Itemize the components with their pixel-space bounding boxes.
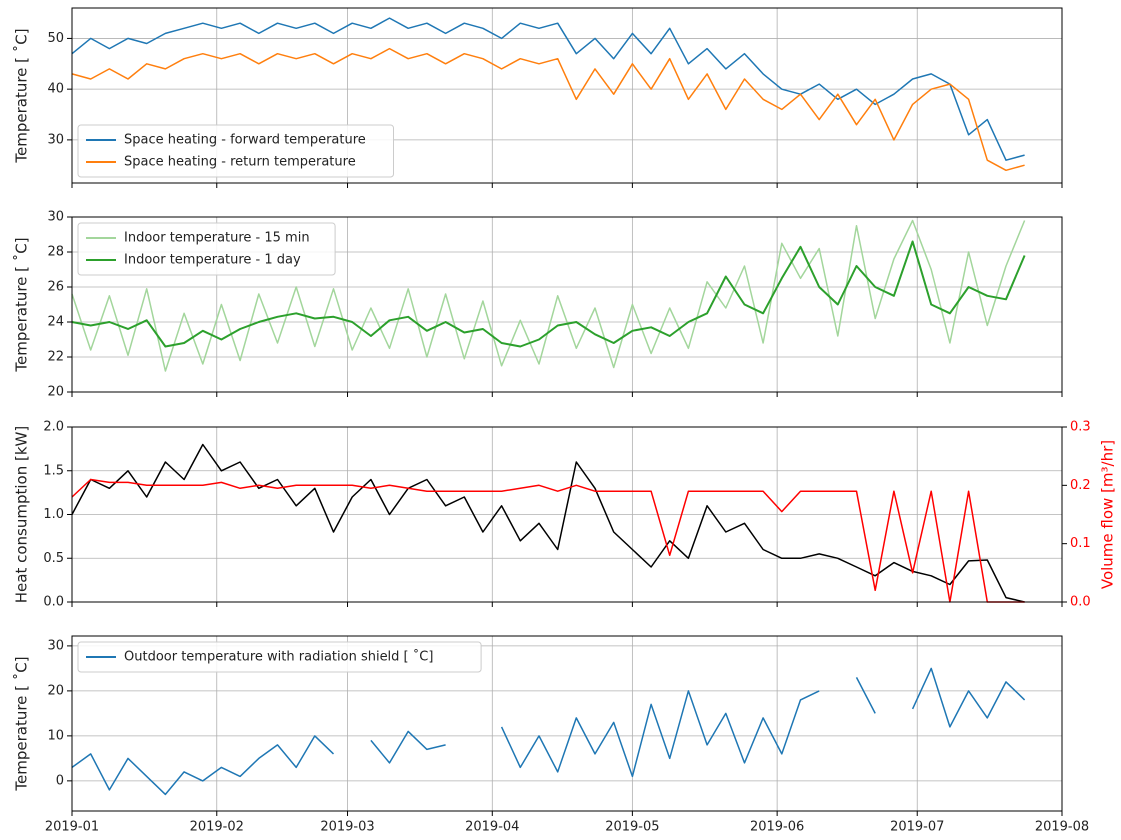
series-line <box>71 47 1025 172</box>
panel: 30 40 50 Temperature [ ˚C] Space heating - f… <box>13 7 1063 188</box>
legend-label: Space heating - return temperature <box>124 155 356 170</box>
y-tick-label: 20 <box>47 683 64 698</box>
x-tick-label: 2019-08 <box>1035 820 1089 835</box>
x-tick-label: 2019-02 <box>190 820 244 835</box>
legend-box <box>77 222 336 276</box>
y2-tick-label: 0.0 <box>1070 595 1091 610</box>
series-line <box>71 478 1025 603</box>
y2-tick-label: 0.1 <box>1070 536 1091 551</box>
y-axis-label: Temperature [ ˚C] <box>13 237 31 372</box>
y-axis-label: Temperature [ ˚C] <box>13 656 31 791</box>
panel: 0.0 0.5 1.0 1.5 2.0 0.0 0.1 0.2 0.3 Heat consumpt… <box>13 420 1117 610</box>
legend-label: Outdoor temperature with radiation shiel… <box>124 649 433 665</box>
legend-label: Indoor temperature - 15 min <box>124 231 310 246</box>
legend-label: Indoor temperature - 1 day <box>124 253 301 268</box>
plot-frame <box>71 7 1063 184</box>
x-tick-label: 2019-05 <box>605 820 659 835</box>
y-tick-label: 40 <box>47 82 64 97</box>
plot-frame <box>71 635 1063 812</box>
y-tick-label: 30 <box>47 132 64 147</box>
y2-axis-label: Volume flow [m³/hr] <box>1099 440 1117 589</box>
x-tick-label: 2019-04 <box>465 820 519 835</box>
y2-tick-label: 0.3 <box>1070 420 1091 435</box>
series-line <box>71 667 1026 796</box>
y-tick-label: 10 <box>47 728 64 743</box>
x-tick-label: 2019-03 <box>320 820 374 835</box>
y-tick-label: 30 <box>47 638 64 653</box>
panel: 20 22 24 26 28 30 Temperature [ ˚C] Indoor temp… <box>13 210 1063 400</box>
series-line <box>71 219 1026 372</box>
legend-box <box>77 124 394 178</box>
series-line <box>71 17 1025 161</box>
x-tick-label: 2019-07 <box>890 820 944 835</box>
y-tick-label: 1.5 <box>43 463 64 478</box>
y-tick-label: 0 <box>56 773 64 788</box>
y-tick-label: 0.5 <box>43 551 64 566</box>
plot-frame <box>71 426 1063 603</box>
y-tick-label: 1.0 <box>43 507 64 522</box>
y-tick-label: 30 <box>47 210 64 225</box>
series-line <box>71 240 1026 348</box>
y-tick-label: 28 <box>47 245 64 260</box>
y-tick-label: 26 <box>47 280 64 295</box>
y-axis-label: Heat consumption [kW] <box>13 426 31 603</box>
legend-label: Space heating - forward temperature <box>124 133 366 148</box>
x-tick-label: 2019-06 <box>750 820 804 835</box>
series-line <box>71 443 1025 603</box>
y-tick-label: 22 <box>47 350 64 365</box>
y-tick-label: 20 <box>47 385 64 400</box>
y-tick-label: 24 <box>47 315 64 330</box>
y-axis-label: Temperature [ ˚C] <box>13 28 31 163</box>
panel: 2019-01 2019-02 2019-03 2019-04 2019-05 2019-… <box>13 635 1089 835</box>
legend-box <box>77 641 482 673</box>
y2-tick-label: 0.2 <box>1070 478 1091 493</box>
y-tick-label: 50 <box>47 31 64 46</box>
x-tick-label: 2019-01 <box>45 820 99 835</box>
y-tick-label: 2.0 <box>43 420 64 435</box>
plot-frame <box>71 216 1063 393</box>
y-tick-label: 0.0 <box>43 595 64 610</box>
